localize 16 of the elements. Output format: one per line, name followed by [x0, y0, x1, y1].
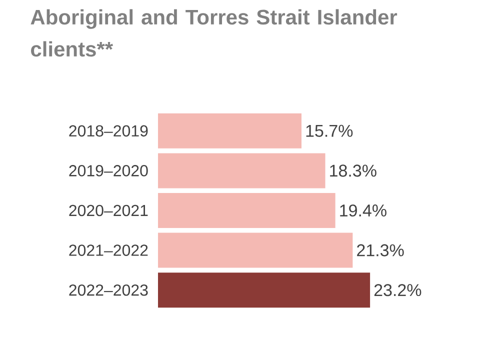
bar: [158, 153, 326, 188]
y-tick-label: 2021–2022: [69, 244, 148, 256]
y-tick-label: 2018–2019: [69, 125, 148, 137]
data-label: 15.7%: [306, 124, 353, 137]
data-label: 18.3%: [330, 164, 376, 177]
data-label: 23.2%: [374, 284, 422, 296]
bar: [158, 272, 370, 308]
bar: [158, 113, 302, 148]
y-tick-label: 2020–2021: [69, 204, 148, 216]
data-label: 19.4%: [340, 204, 386, 217]
y-tick-label: 2019–2020: [69, 165, 148, 176]
data-label: 21.3%: [357, 244, 404, 256]
y-tick-label: 2022–2023: [69, 284, 148, 296]
bar: [158, 232, 353, 268]
bar: [158, 193, 336, 228]
chart-title: Aboriginal and Torres Strait Islander clients**: [30, 9, 398, 57]
